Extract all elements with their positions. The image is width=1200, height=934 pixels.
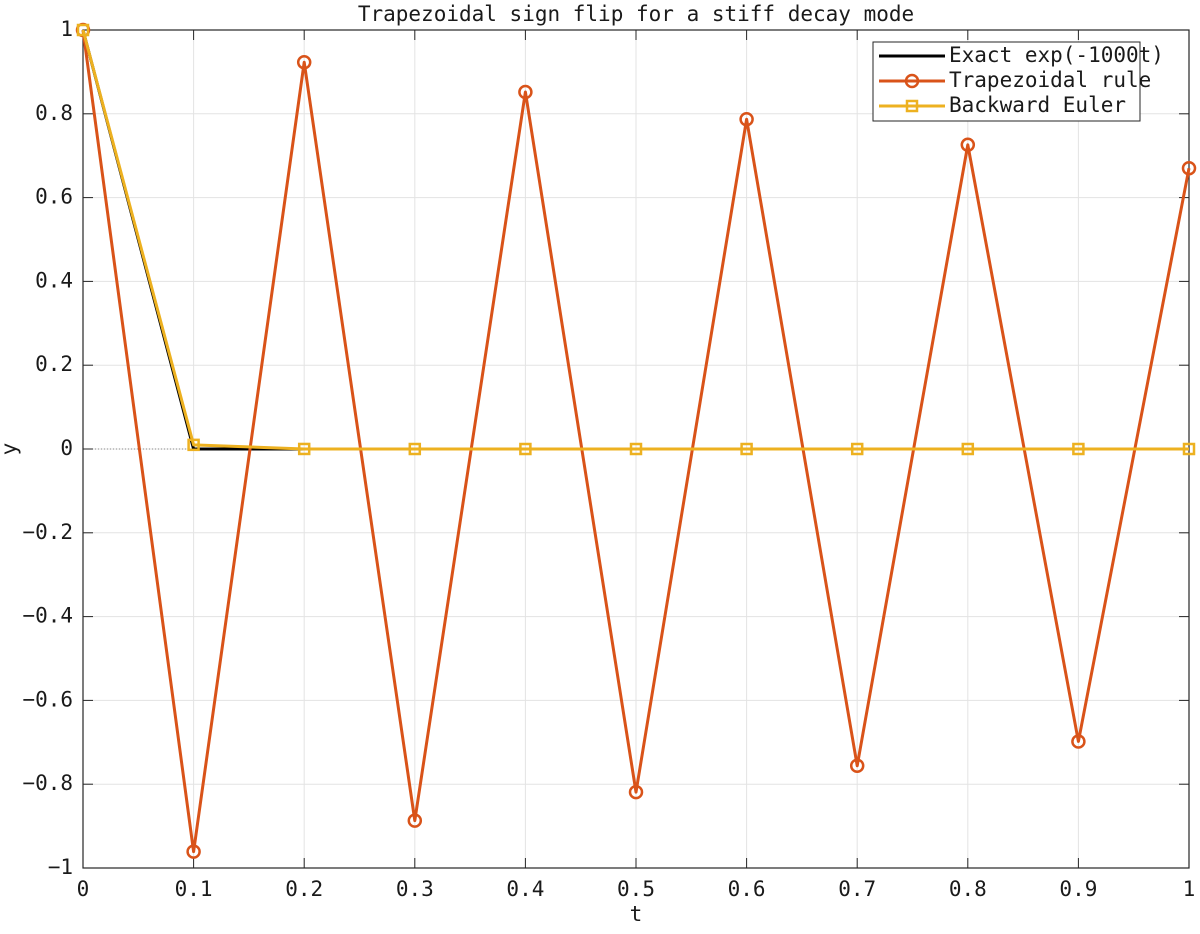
x-tick-label: 0.8 [949, 877, 987, 901]
point-marker [296, 55, 312, 70]
point-marker [187, 438, 200, 452]
x-tick-label: 1 [1183, 877, 1196, 901]
x-tick-label: 0.5 [617, 877, 655, 901]
y-tick-label: 0.8 [35, 101, 73, 125]
x-tick-label: 0.6 [728, 877, 766, 901]
y-tick-label: −0.8 [22, 771, 73, 795]
x-tick-label: 0 [77, 877, 90, 901]
y-tick-label: 0.6 [35, 185, 73, 209]
legend-marker [905, 99, 919, 113]
x-tick-label: 0.7 [838, 877, 876, 901]
point-marker [629, 442, 643, 456]
point-marker [1071, 734, 1086, 749]
point-marker [186, 844, 201, 859]
point-marker [1072, 442, 1085, 456]
point-marker [1181, 161, 1197, 176]
y-tick-label: 0 [60, 436, 73, 460]
chart-title: Trapezoidal sign flip for a stiff decay … [358, 2, 914, 26]
point-marker [76, 23, 90, 37]
x-tick-label: 0.9 [1059, 877, 1097, 901]
y-tick-label: −0.6 [22, 687, 73, 711]
legend-label: Exact exp(-1000t) [949, 43, 1164, 67]
point-marker [407, 813, 423, 828]
y-tick-label: 1 [60, 17, 73, 41]
x-tick-label: 0.3 [396, 877, 434, 901]
y-tick-label: 0.2 [35, 352, 73, 376]
point-marker [519, 442, 532, 456]
x-tick-label: 0.4 [506, 877, 544, 901]
x-tick-label: 0.1 [175, 877, 213, 901]
point-marker [850, 442, 864, 456]
point-marker [297, 442, 311, 456]
legend-label: Trapezoidal rule [949, 68, 1151, 92]
point-marker [740, 442, 753, 456]
point-marker [1182, 442, 1196, 456]
series-line [81, 29, 1189, 451]
point-marker [849, 758, 865, 774]
y-axis-label: y [0, 443, 21, 456]
point-marker [408, 442, 422, 456]
legend-marker [904, 73, 920, 89]
point-marker [739, 111, 754, 127]
point-marker [518, 84, 533, 100]
legend-label: Backward Euler [949, 93, 1126, 117]
point-marker [961, 442, 975, 456]
x-tick-label: 0.2 [285, 877, 323, 901]
y-tick-label: −0.4 [22, 604, 73, 628]
series-line [81, 29, 1191, 854]
point-marker [960, 137, 976, 153]
y-tick-label: −1 [48, 855, 73, 879]
y-tick-label: 0.4 [35, 268, 73, 292]
point-marker [628, 784, 644, 800]
y-tick-label: −0.2 [22, 520, 73, 544]
x-axis-label: t [630, 902, 643, 926]
